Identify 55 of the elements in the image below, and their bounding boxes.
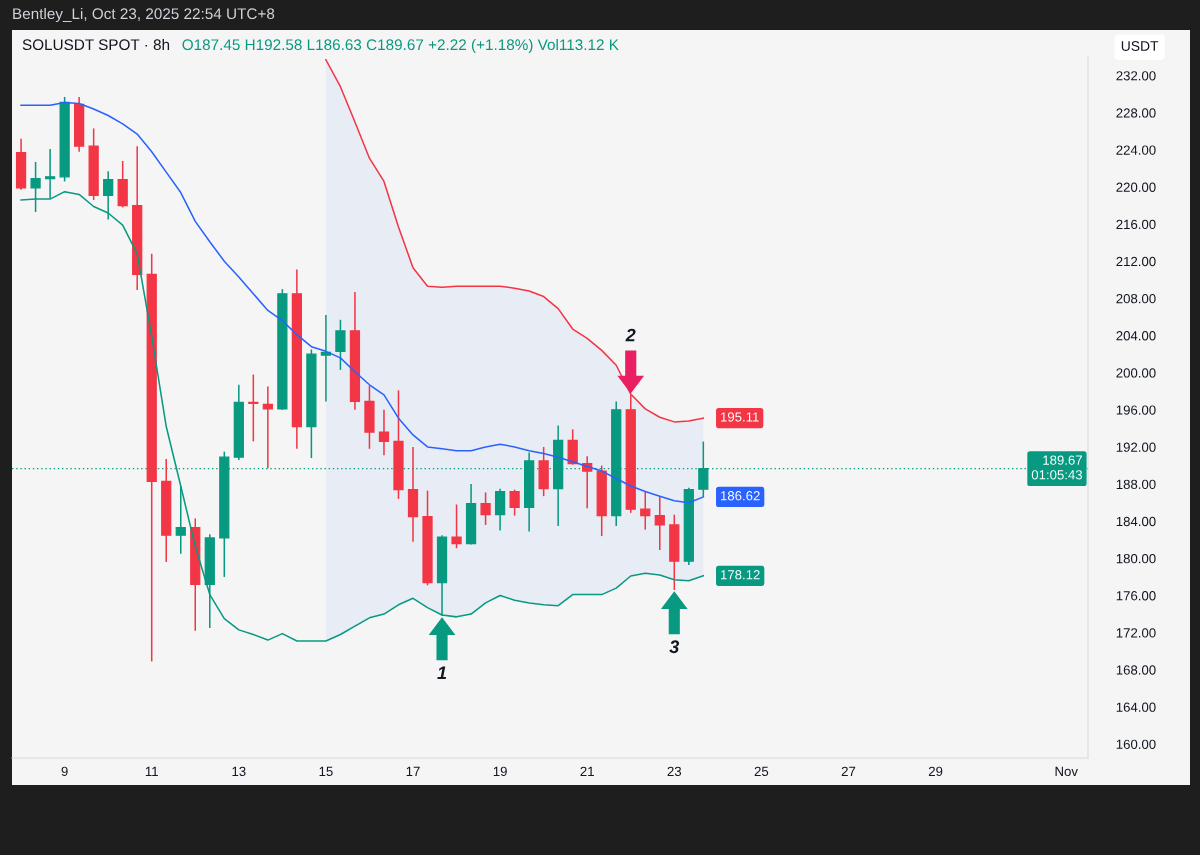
data-label: 178.12 [721,570,760,580]
data-label: 186.62 [721,491,760,501]
x-tick-label: Nov [1055,766,1078,777]
y-tick-label: 224.00 [1116,145,1156,155]
x-tick-label: 21 [580,766,594,776]
chart-subtitle: O187.45 H192.58 L186.63 C189.67 +2.22 (+1.18%) Vol113.12 K [182,38,619,54]
data-label: 195.11 [721,412,759,422]
y-tick-label: 164.00 [1116,702,1156,712]
y-axis-title: USDT [1121,41,1159,51]
candlestick [451,503,462,549]
x-tick-label: 11 [145,766,158,776]
y-tick-label: 208.00 [1116,293,1156,304]
x-tick-label: 15 [319,766,333,777]
candlestick [335,318,346,371]
x-tick-label: 25 [754,766,769,777]
y-tick-label: 216.00 [1116,219,1156,230]
candlestick [640,490,651,531]
ref-line-label: 189.67 01:05:43 [1031,455,1083,480]
y-tick-label: 160.00 [1116,739,1156,749]
y-tick-label: 180.00 [1116,553,1156,564]
y-tick-label: 200.00 [1116,368,1156,378]
y-tick-label: 212.00 [1116,256,1156,267]
y-tick-label: 192.00 [1116,442,1156,452]
x-tick-label: 9 [61,766,68,777]
x-tick-label: 29 [928,766,943,777]
annotation: 2 [625,328,636,342]
chart-title: SOLUSDT SPOT · 8h [22,38,170,51]
annotation: 1 [437,666,447,679]
candlestick [378,409,390,457]
y-tick-label: 188.00 [1116,479,1156,490]
y-tick-label: 220.00 [1116,182,1156,192]
candlestick [248,373,259,443]
candlestick [494,487,506,532]
candlestick [175,485,186,555]
candlestick [654,495,665,551]
text: Bentley_Li, Oct 23, 2025 22:54 UTC+8 [13,7,275,23]
y-tick-label: 196.00 [1116,405,1156,415]
y-tick-label: 204.00 [1116,331,1156,341]
candlestick [262,385,273,470]
candlestick [509,488,520,517]
x-tick-label: 27 [841,766,856,776]
x-tick-label: 13 [232,766,246,777]
x-tick-label: 23 [667,766,682,777]
y-tick-label: 184.00 [1116,516,1156,527]
y-tick-label: 176.00 [1116,591,1156,601]
y-tick-label: 228.00 [1116,108,1156,118]
candlestick [480,491,491,526]
annotation: 3 [669,640,680,654]
x-tick-label: 19 [493,766,507,777]
y-tick-label: 232.00 [1116,71,1156,81]
x-tick-label: 17 [406,766,420,776]
candlestick [567,428,578,466]
line-series [20,101,705,504]
y-tick-label: 172.00 [1116,628,1156,638]
y-tick-label: 168.00 [1116,665,1156,675]
